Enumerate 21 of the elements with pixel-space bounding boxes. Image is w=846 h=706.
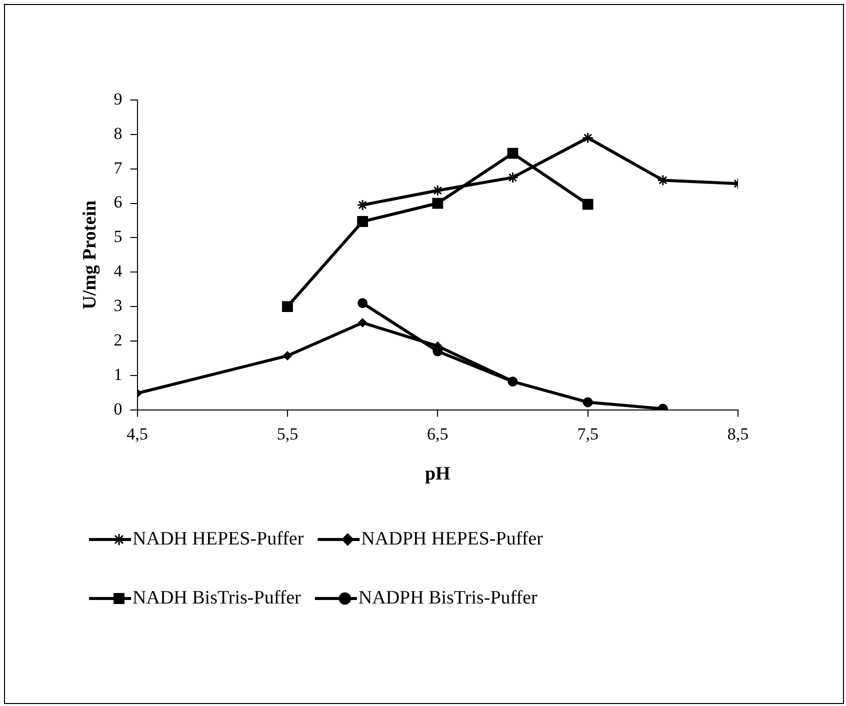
y-tick-label: 6: [114, 192, 122, 212]
y-tick-label: 3: [114, 296, 122, 315]
x-tick-label: 4,5: [126, 424, 148, 444]
y-tick-label: 0: [114, 399, 122, 418]
x-tick-label: 6,5: [427, 424, 448, 444]
y-tick-label: 5: [114, 227, 122, 246]
x-tick-label: 8,5: [727, 424, 749, 444]
x-tick-label: 7,5: [577, 424, 598, 444]
y-tick-label: 1: [114, 364, 122, 384]
legend-label: NADPH BisTris-Puffer: [358, 587, 538, 608]
legend-label: NADH BisTris-Puffer: [132, 587, 302, 608]
y-tick-label: 8: [114, 124, 122, 143]
x-tick-label: 5,5: [276, 424, 298, 444]
y-tick-label: 7: [114, 158, 123, 178]
y-tick-label: 9: [114, 89, 122, 108]
legend-label: NADPH HEPES-Puffer: [361, 528, 544, 550]
y-axis-title: U/mg Protein: [79, 200, 100, 310]
legend-label: NADH HEPES-Puffer: [132, 528, 304, 550]
y-tick-label: 2: [114, 330, 122, 350]
y-tick-label: 4: [114, 262, 123, 281]
x-axis-title: pH: [424, 464, 451, 485]
